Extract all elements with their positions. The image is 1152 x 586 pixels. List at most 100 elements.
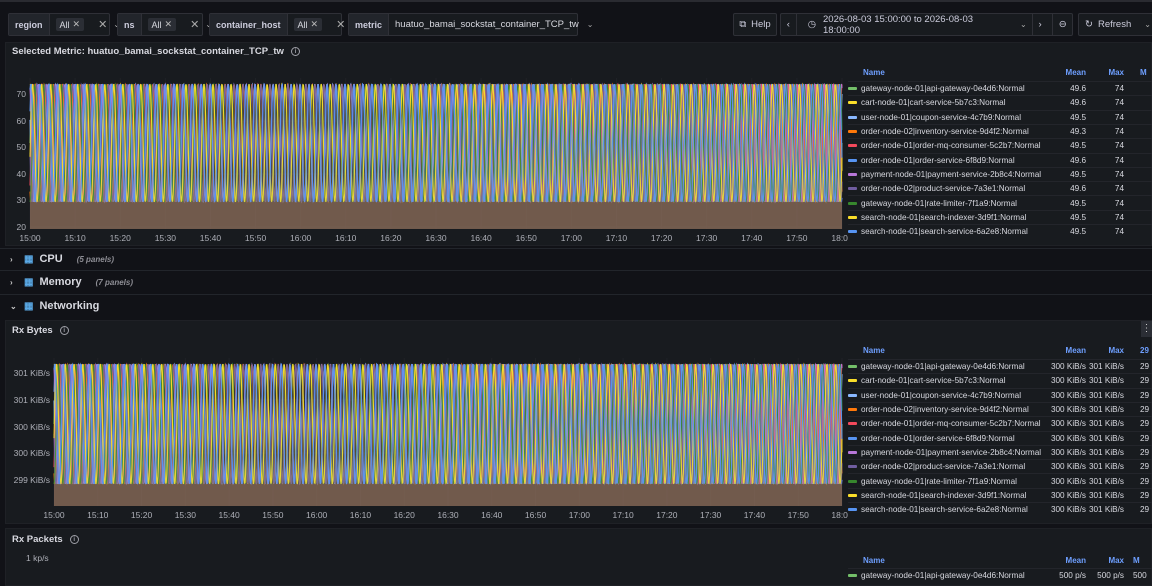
legend-row[interactable]: cart-node-01|cart-service-5b7c3:Normal 30… [848, 373, 1152, 387]
variable-region[interactable]: region All✕ ✕ ⌄ [8, 13, 120, 36]
panel-title: Rx Bytes i [12, 325, 69, 336]
zoom-out-button[interactable]: ⊖ [1052, 14, 1072, 35]
series-name: search-node-01|search-service-6a2e8:Norm… [861, 227, 1028, 237]
series-name: gateway-node-01|api-gateway-0e4d6:Normal [861, 84, 1025, 94]
series-swatch [848, 450, 857, 454]
time-forward-button[interactable]: › [1031, 14, 1048, 35]
legend-row[interactable]: payment-node-01|payment-service-2b8c4:No… [848, 166, 1152, 181]
rx-bytes-chart[interactable]: 301 KiB/s 301 KiB/s 300 KiB/s 300 KiB/s 299 … [8, 358, 848, 524]
legend-row[interactable]: order-node-01|order-service-6f8d9:Normal… [848, 152, 1152, 167]
series-max: 301 KiB/s [1088, 362, 1124, 372]
legend-header-max[interactable]: Max [1108, 346, 1124, 355]
legend-row[interactable]: order-node-01|order-mq-consumer-5c2b7:No… [848, 138, 1152, 152]
legend-row[interactable]: user-node-01|coupon-service-4c7b9:Normal… [848, 387, 1152, 402]
legend-row[interactable]: user-node-01|coupon-service-4c7b9:Normal… [848, 109, 1152, 124]
remove-icon[interactable]: ✕ [164, 19, 173, 29]
series-name: gateway-node-01|rate-limiter-7f1a9:Norma… [861, 198, 1017, 208]
legend-row[interactable]: order-node-01|order-mq-consumer-5c2b7:No… [848, 416, 1152, 430]
legend-header-mean[interactable]: Mean [1065, 346, 1086, 355]
time-range-picker[interactable]: ‹ ◷ 2026-08-03 15:00:00 to 2026-08-03 18… [780, 13, 1073, 36]
legend-row[interactable]: gateway-node-01|api-gateway-0e4d6:Normal… [848, 568, 1152, 582]
y-axis-tick: 70 [17, 89, 27, 99]
series-max: 301 KiB/s [1088, 390, 1124, 400]
series-mean: 300 KiB/s [1050, 376, 1086, 386]
series-max: 74 [1114, 141, 1124, 151]
row-cpu[interactable]: › ▦ CPU (5 panels) [10, 253, 115, 265]
legend-header-max[interactable]: Max [1108, 68, 1124, 77]
clear-icon[interactable]: ✕ [336, 19, 346, 31]
series-name: search-node-01|search-service-6a2e8:Norm… [861, 505, 1028, 515]
x-axis-tick: 17:30 [696, 233, 718, 243]
info-icon[interactable]: i [69, 535, 79, 544]
legend-header-extra[interactable]: 29 [1140, 346, 1149, 355]
legend-row[interactable]: order-node-02|inventory-service-9d4f2:No… [848, 401, 1152, 416]
legend-row[interactable]: search-node-01|search-service-6a2e8:Norm… [848, 502, 1152, 516]
clear-icon[interactable]: ✕ [98, 19, 108, 31]
series-mean: 49.5 [1070, 169, 1086, 179]
legend-header-name[interactable]: Name [863, 556, 885, 565]
legend-row[interactable]: order-node-02|inventory-service-9d4f2:No… [848, 123, 1152, 138]
legend-row[interactable]: cart-node-01|cart-service-5b7c3:Normal 49… [848, 95, 1152, 109]
legend-row[interactable]: order-node-01|order-service-6f8d9:Normal… [848, 430, 1152, 445]
series-extra: 29 [1140, 490, 1150, 500]
remove-icon[interactable]: ✕ [310, 19, 319, 29]
legend-row[interactable]: gateway-node-01|rate-limiter-7f1a9:Norma… [848, 473, 1152, 487]
clear-icon[interactable]: ✕ [190, 19, 200, 31]
clock-icon: ◷ [807, 19, 816, 30]
legend-header-name[interactable]: Name [863, 346, 885, 355]
legend-row[interactable]: payment-node-01|payment-service-2b8c4:No… [848, 444, 1152, 459]
row-memory[interactable]: › ▦ Memory (7 panels) [10, 276, 133, 288]
variable-ns[interactable]: ns All✕ ✕ ⌄ [117, 13, 212, 36]
panel-menu-icon[interactable]: ⋮ [1141, 321, 1152, 337]
y-axis-tick: 30 [17, 195, 27, 205]
legend-header-extra[interactable]: M [1133, 556, 1140, 565]
x-axis-tick: 15:20 [131, 510, 153, 520]
time-back-button[interactable]: ‹ [781, 14, 797, 35]
legend-row[interactable]: search-node-01|search-indexer-3d9f1:Norm… [848, 209, 1152, 224]
info-icon[interactable]: i [59, 326, 69, 335]
legend-row[interactable]: gateway-node-01|rate-limiter-7f1a9:Norma… [848, 195, 1152, 209]
chevron-down-icon[interactable]: ⌄ [113, 20, 120, 29]
legend-row[interactable]: gateway-node-01|api-gateway-0e4d6:Normal… [848, 359, 1152, 373]
legend-row[interactable]: order-node-02|product-service-7a3e1:Norm… [848, 181, 1152, 195]
legend-row[interactable]: search-node-01|search-indexer-3d9f1:Norm… [848, 487, 1152, 502]
refresh-button[interactable]: ↻ Refresh ⌄ [1078, 13, 1152, 36]
legend-row[interactable]: search-node-01|search-service-6a2e8:Norm… [848, 224, 1152, 238]
help-button[interactable]: ⧉ Help [733, 13, 777, 36]
info-icon[interactable]: i [290, 47, 300, 56]
series-name: gateway-node-01|api-gateway-0e4d6:Normal [861, 362, 1025, 372]
series-extra: 29 [1140, 376, 1150, 386]
x-axis-tick: 17:10 [612, 510, 634, 520]
series-mean: 49.6 [1070, 84, 1086, 94]
container-icon: ▦ [24, 300, 34, 312]
y-axis-tick: 50 [17, 142, 27, 152]
remove-icon[interactable]: ✕ [72, 19, 81, 29]
x-axis-tick: 15:30 [175, 510, 197, 520]
variable-metric[interactable]: metric huatuo_bamai_sockstat_container_T… [348, 13, 594, 36]
legend-header-max[interactable]: Max [1108, 556, 1124, 565]
selected-value-chip[interactable]: All ✕ [293, 18, 323, 31]
legend-row[interactable]: order-node-02|product-service-7a3e1:Norm… [848, 459, 1152, 473]
x-axis-tick: 17:50 [786, 233, 808, 243]
legend-header-mean[interactable]: Mean [1065, 556, 1086, 565]
x-axis-tick: 16:00 [306, 510, 328, 520]
row-networking[interactable]: ⌄ ▦ Networking [10, 300, 100, 312]
x-axis-tick: 16:20 [380, 233, 402, 243]
x-axis-tick: 16:10 [350, 510, 372, 520]
legend-header-mean[interactable]: Mean [1065, 68, 1086, 77]
series-swatch [848, 379, 857, 383]
series-swatch [848, 158, 857, 162]
variable-container-host[interactable]: container_host All✕ ✕⌄ [209, 13, 358, 36]
legend-header-name[interactable]: Name [863, 68, 885, 77]
series-name: user-node-01|coupon-service-4c7b9:Normal [861, 112, 1022, 122]
x-axis-tick: 16:00 [290, 233, 312, 243]
legend-header-extra[interactable]: M [1140, 68, 1147, 77]
chevron-down-icon: ⌄ [1019, 20, 1027, 29]
x-axis-tick: 15:10 [87, 510, 109, 520]
legend-row[interactable]: gateway-node-01|api-gateway-0e4d6:Normal… [848, 81, 1152, 95]
row-divider [0, 270, 1152, 271]
selected-value-chip[interactable]: All ✕ [55, 18, 85, 31]
chevron-down-icon[interactable]: ⌄ [205, 20, 212, 29]
selected-value-chip[interactable]: All ✕ [147, 18, 177, 31]
